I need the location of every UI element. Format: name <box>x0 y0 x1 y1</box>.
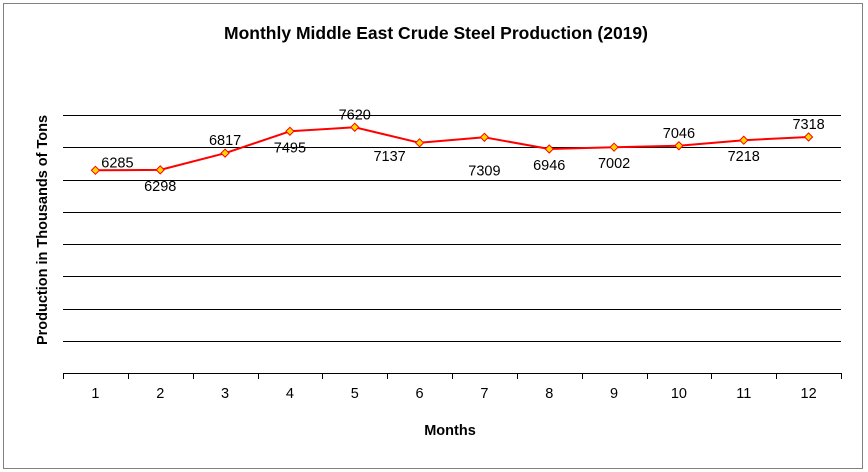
series-group <box>90 122 814 176</box>
x-tick-label: 9 <box>610 386 618 402</box>
data-point-marker <box>414 138 425 148</box>
data-point-marker <box>739 135 749 145</box>
data-label: 6285 <box>101 155 133 171</box>
data-label: 7318 <box>792 117 824 133</box>
x-tick-label: 6 <box>416 386 424 402</box>
data-label: 7309 <box>468 163 500 179</box>
x-tick-label: 8 <box>545 386 553 402</box>
data-point-marker <box>674 141 684 151</box>
x-axis-title: Months <box>424 423 476 439</box>
x-tick-labels: 1 2 3 4 5 6 7 8 9 10 11 12 <box>91 386 816 402</box>
x-tick-label: 12 <box>801 386 817 402</box>
x-tick-label: 4 <box>286 386 294 402</box>
data-point-marker <box>350 122 360 132</box>
x-axis <box>63 373 842 379</box>
data-point-marker <box>220 148 230 158</box>
data-label: 7495 <box>274 140 306 156</box>
data-point-marker <box>90 165 101 176</box>
data-point-marker <box>609 142 619 152</box>
data-point-marker <box>803 132 814 142</box>
data-label: 6817 <box>209 133 241 149</box>
x-tick-label: 10 <box>671 386 687 402</box>
data-label: 6946 <box>533 158 565 174</box>
data-label: 7137 <box>373 149 405 165</box>
gridlines <box>63 115 841 342</box>
x-tick-label: 3 <box>221 386 229 402</box>
data-label: 7002 <box>598 156 630 172</box>
data-labels: 6285 6298 6817 7495 7620 7137 7309 6946 7002 7046… <box>101 107 824 195</box>
data-point-marker <box>479 132 490 142</box>
data-label: 6298 <box>144 179 176 195</box>
x-tick-label: 7 <box>480 386 488 402</box>
x-tick-label: 5 <box>351 386 359 402</box>
chart-title: Monthly Middle East Crude Steel Producti… <box>224 23 648 43</box>
x-tick-label: 11 <box>736 386 751 402</box>
chart-frame <box>3 3 863 469</box>
x-tick-label: 2 <box>156 386 164 402</box>
series-line <box>95 126 809 172</box>
x-tick-label: 1 <box>91 386 99 402</box>
data-label: 7620 <box>339 107 371 123</box>
data-label: 7218 <box>728 149 760 165</box>
data-point-marker <box>155 165 165 175</box>
y-axis-title: Production in Thousands of Tons <box>35 115 51 345</box>
data-label: 7046 <box>663 126 695 142</box>
data-point-marker <box>544 144 554 154</box>
data-point-marker <box>285 126 295 136</box>
